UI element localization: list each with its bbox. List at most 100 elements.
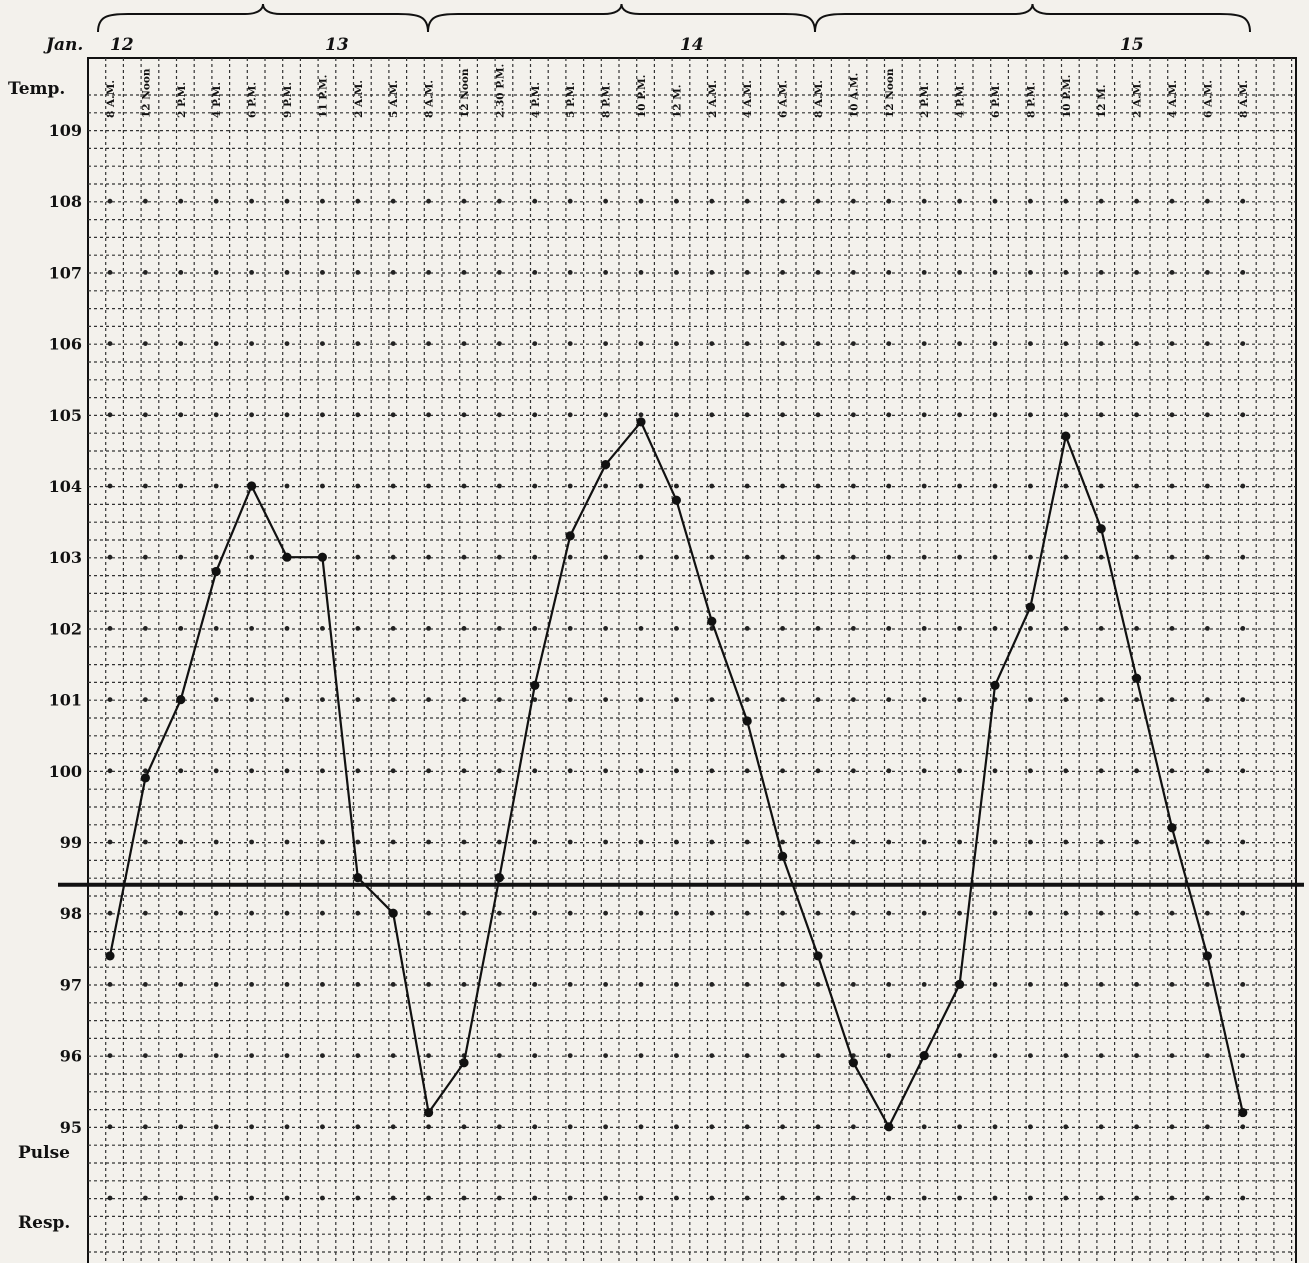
grid-dot	[886, 768, 892, 774]
grid-dot	[921, 697, 927, 702]
grid-dot	[992, 1124, 998, 1130]
grid-dot	[461, 483, 467, 489]
grid-dot	[213, 483, 219, 489]
grid-dot	[1134, 982, 1139, 987]
grid-dot	[1063, 198, 1069, 204]
grid-dot	[532, 554, 538, 560]
grid-dot	[1098, 910, 1104, 916]
grid-dot	[107, 412, 113, 418]
grid-dot	[213, 1124, 219, 1130]
temperature-point	[353, 873, 363, 883]
time-label: 11 P.M.	[317, 75, 329, 118]
grid-dot	[426, 412, 431, 418]
grid-dot	[1205, 910, 1210, 916]
grid-dot	[603, 1053, 608, 1058]
y-tick-label: 100	[49, 762, 82, 781]
grid-dot	[497, 1124, 502, 1130]
grid-dot	[1098, 626, 1104, 631]
grid-dot	[390, 1195, 396, 1201]
grid-dot	[532, 1124, 538, 1130]
grid-dot	[921, 839, 927, 845]
grid-dot	[638, 626, 644, 631]
y-tick-label: 99	[60, 833, 82, 852]
grid-dot	[567, 910, 573, 916]
grid-dot	[1205, 1053, 1210, 1058]
grid-dot	[178, 1124, 184, 1130]
y-tick-label: 106	[49, 335, 82, 354]
grid-dot	[638, 270, 644, 275]
grid-dot	[1240, 982, 1246, 987]
time-label: 2 A.M.	[353, 80, 365, 118]
grid-dot	[426, 626, 431, 631]
grid-dot	[780, 1053, 785, 1058]
grid-dot	[1098, 412, 1104, 418]
grid-dot	[709, 1195, 715, 1201]
grid-dot	[213, 1053, 219, 1058]
grid-dot	[320, 697, 325, 702]
grid-dot	[143, 626, 148, 631]
grid-dot	[992, 341, 998, 346]
grid-dot	[390, 554, 396, 560]
grid-dot	[497, 1053, 502, 1058]
time-label: 12 M.	[1096, 84, 1108, 118]
grid-dot	[1169, 1053, 1175, 1058]
grid-dot	[532, 697, 538, 702]
grid-dot	[780, 1195, 785, 1201]
grid-dot	[1134, 1195, 1139, 1201]
grid-dot	[461, 697, 467, 702]
grid-dot	[1098, 982, 1104, 987]
grid-dot	[957, 910, 962, 916]
grid-dot	[284, 1053, 290, 1058]
grid-dot	[143, 1053, 148, 1058]
grid-dot	[851, 768, 856, 774]
grid-dot	[674, 198, 679, 204]
grid-dot	[249, 1195, 255, 1201]
grid-dot	[355, 341, 361, 346]
grid-dot	[815, 483, 821, 489]
grid-dot	[107, 1053, 113, 1058]
grid-dot	[1240, 483, 1246, 489]
grid-dot	[355, 198, 361, 204]
grid-dot	[674, 982, 679, 987]
grid-dot	[780, 626, 785, 631]
time-label: 6 A.M.	[1202, 80, 1214, 118]
grid-dot	[1063, 554, 1069, 560]
grid-dot	[461, 982, 467, 987]
grid-dot	[957, 697, 962, 702]
grid-dot	[638, 1053, 644, 1058]
grid-dot	[320, 910, 325, 916]
grid-dot	[1028, 554, 1033, 560]
grid-dot	[1169, 198, 1175, 204]
grid-dot	[1028, 412, 1033, 418]
grid-dot	[107, 554, 113, 560]
time-label: 2 P.M.	[176, 82, 188, 118]
grid-dot	[674, 483, 679, 489]
grid-dot	[992, 198, 998, 204]
grid-dot	[249, 910, 255, 916]
grid-dot	[1205, 554, 1210, 560]
grid-dot	[957, 1195, 962, 1201]
grid-dot	[532, 910, 538, 916]
grid-dot	[851, 198, 856, 204]
grid-dot	[143, 768, 148, 774]
temperature-point	[388, 908, 398, 918]
grid-dot	[851, 839, 856, 845]
grid-dot	[674, 270, 679, 275]
grid-dot	[744, 839, 750, 845]
grid-dot	[921, 412, 927, 418]
grid-dot	[886, 483, 892, 489]
grid-dot	[1063, 341, 1069, 346]
grid-dot	[1240, 839, 1246, 845]
grid-dot	[426, 554, 431, 560]
grid-dot	[1169, 768, 1175, 774]
grid-dot	[1098, 198, 1104, 204]
grid-dot	[744, 697, 750, 702]
grid-dot	[532, 626, 538, 631]
grid-dot	[957, 626, 962, 631]
time-label: 10 P.M.	[636, 75, 648, 118]
grid-dot	[851, 483, 856, 489]
grid-dot	[603, 910, 608, 916]
grid-dot	[532, 412, 538, 418]
grid-dot	[567, 341, 573, 346]
grid-dot	[213, 910, 219, 916]
